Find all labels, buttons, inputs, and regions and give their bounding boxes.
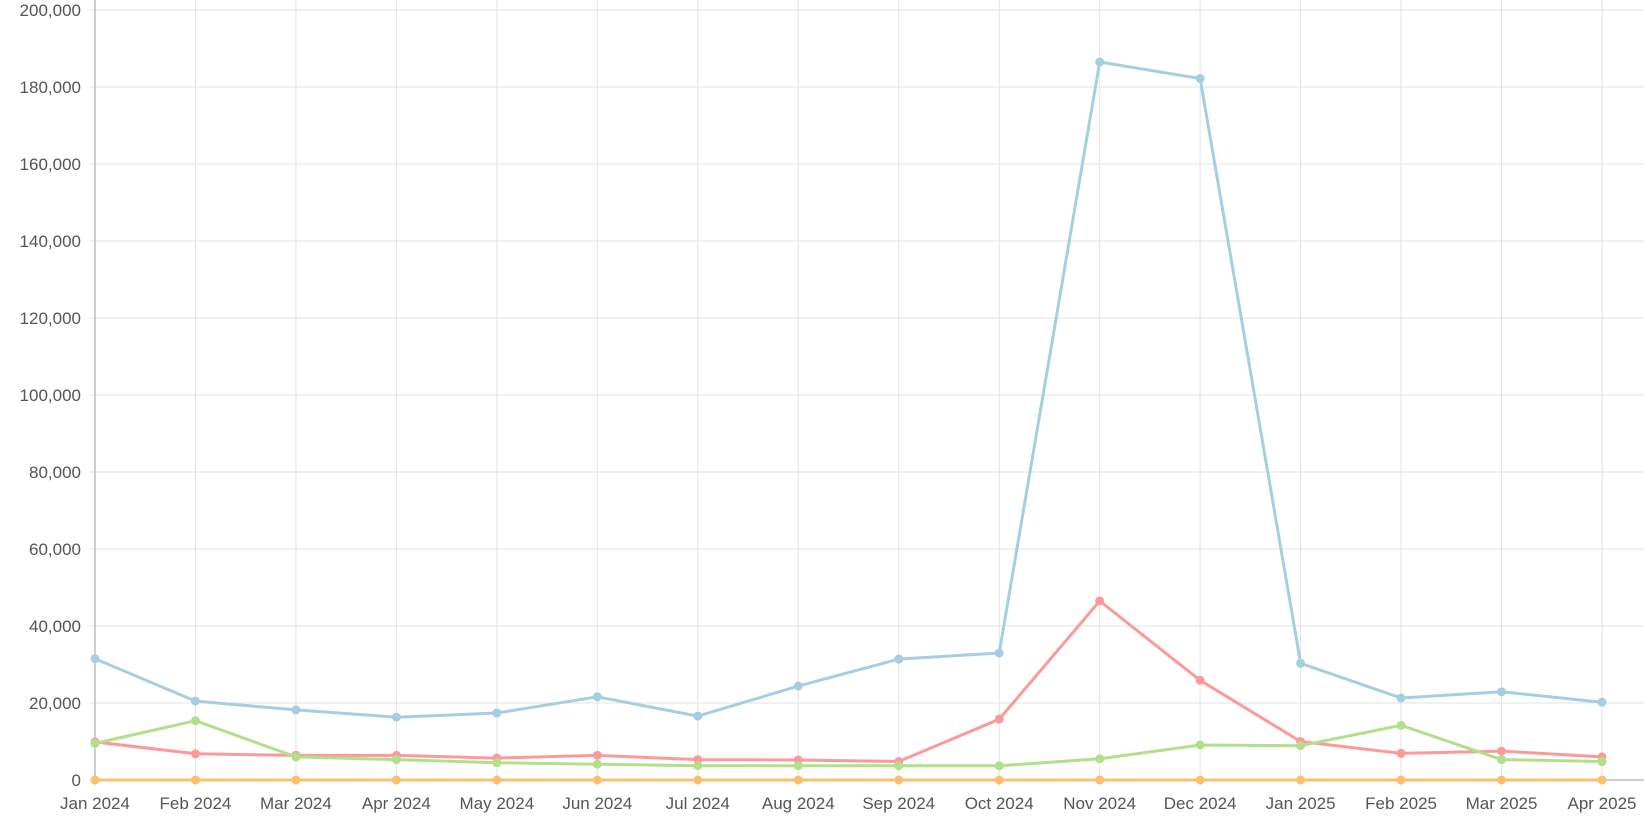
x-tick-label: Mar 2025 — [1466, 794, 1538, 813]
y-tick-label: 20,000 — [29, 694, 81, 713]
series-3-point — [994, 761, 1004, 771]
series-3-point — [1597, 757, 1607, 767]
series-3 — [90, 716, 1607, 771]
series-4-point — [1296, 775, 1306, 785]
series-1-point — [994, 648, 1004, 658]
series-1-point — [1396, 693, 1406, 703]
series-1-point — [1195, 74, 1205, 84]
series-2-point — [592, 750, 602, 760]
series-layer — [90, 57, 1607, 785]
series-2-point — [1396, 748, 1406, 758]
tick-label-layer: 0 20,000 40,000 60,000 80,000 100,000 120,000 1… — [20, 1, 1637, 813]
series-1-point — [894, 654, 904, 664]
series-3-point — [793, 761, 803, 771]
series-4-point — [1497, 775, 1507, 785]
series-4-point — [1396, 775, 1406, 785]
series-1-point — [693, 711, 703, 721]
x-tick-label: May 2024 — [460, 794, 535, 813]
series-1 — [90, 57, 1607, 722]
series-4-point — [793, 775, 803, 785]
x-tick-label: Sep 2024 — [862, 794, 935, 813]
series-3-line — [94, 719, 1603, 768]
series-3-point — [391, 755, 401, 765]
series-3-point — [1497, 755, 1507, 765]
x-tick-label: Jan 2025 — [1266, 794, 1336, 813]
series-3-point — [693, 761, 703, 771]
y-tick-label: 100,000 — [20, 386, 81, 405]
y-tick-label: 160,000 — [20, 155, 81, 174]
x-tick-label: Oct 2024 — [965, 794, 1034, 813]
series-3-point — [894, 761, 904, 771]
x-tick-label: Dec 2024 — [1164, 794, 1237, 813]
series-1-point — [1095, 57, 1105, 67]
axis-layer — [94, 0, 1644, 781]
x-tick-label: Jan 2024 — [60, 794, 130, 813]
series-3-point — [90, 738, 100, 748]
series-3-point — [1296, 741, 1306, 751]
x-tick-label: Nov 2024 — [1063, 794, 1136, 813]
series-2-point — [1195, 675, 1205, 685]
y-tick-label: 140,000 — [20, 232, 81, 251]
y-tick-label: 60,000 — [29, 540, 81, 559]
series-1-point — [291, 705, 301, 715]
series-4-point — [291, 775, 301, 785]
y-tick-label: 0 — [72, 771, 81, 790]
series-2-point — [190, 749, 200, 759]
series-3-point — [190, 716, 200, 726]
series-1-point — [592, 692, 602, 702]
series-3-point — [1195, 740, 1205, 750]
y-tick-label: 40,000 — [29, 617, 81, 636]
series-1-point — [1597, 697, 1607, 707]
series-1-point — [793, 681, 803, 691]
series-4-point — [994, 775, 1004, 785]
series-4-point — [693, 775, 703, 785]
x-tick-label: Apr 2025 — [1568, 794, 1637, 813]
series-2 — [90, 596, 1607, 767]
series-4-point — [894, 775, 904, 785]
series-1-point — [1497, 687, 1507, 697]
series-1-point — [492, 708, 502, 718]
series-3-point — [291, 752, 301, 762]
series-4-point — [1095, 775, 1105, 785]
series-4-point — [592, 775, 602, 785]
series-4-point — [391, 775, 401, 785]
series-3-point — [1396, 720, 1406, 730]
series-1-point — [1296, 658, 1306, 668]
series-2-point — [693, 755, 703, 765]
x-tick-label: Jun 2024 — [562, 794, 632, 813]
series-1-line — [94, 60, 1603, 719]
series-4-point — [1195, 775, 1205, 785]
y-tick-label: 80,000 — [29, 463, 81, 482]
series-2-point — [994, 714, 1004, 724]
series-3-point — [592, 759, 602, 769]
series-3-point — [1095, 754, 1105, 764]
x-tick-label: Aug 2024 — [762, 794, 835, 813]
series-1-point — [190, 696, 200, 706]
series-3-point — [492, 758, 502, 768]
series-1-point — [391, 712, 401, 722]
series-4-point — [90, 775, 100, 785]
series-4-point — [1597, 775, 1607, 785]
series-4-point — [190, 775, 200, 785]
x-tick-label: Feb 2025 — [1365, 794, 1437, 813]
y-tick-label: 120,000 — [20, 309, 81, 328]
series-4-point — [492, 775, 502, 785]
x-tick-label: Apr 2024 — [362, 794, 431, 813]
series-2-line — [94, 599, 1603, 763]
y-tick-label: 200,000 — [20, 1, 81, 20]
x-tick-label: Feb 2024 — [160, 794, 232, 813]
series-1-point — [90, 654, 100, 664]
series-2-point — [1497, 746, 1507, 756]
y-tick-label: 180,000 — [20, 78, 81, 97]
series-2-point — [1095, 596, 1105, 606]
series-4 — [90, 775, 1607, 785]
x-tick-label: Mar 2024 — [260, 794, 332, 813]
x-tick-label: Jul 2024 — [666, 794, 730, 813]
